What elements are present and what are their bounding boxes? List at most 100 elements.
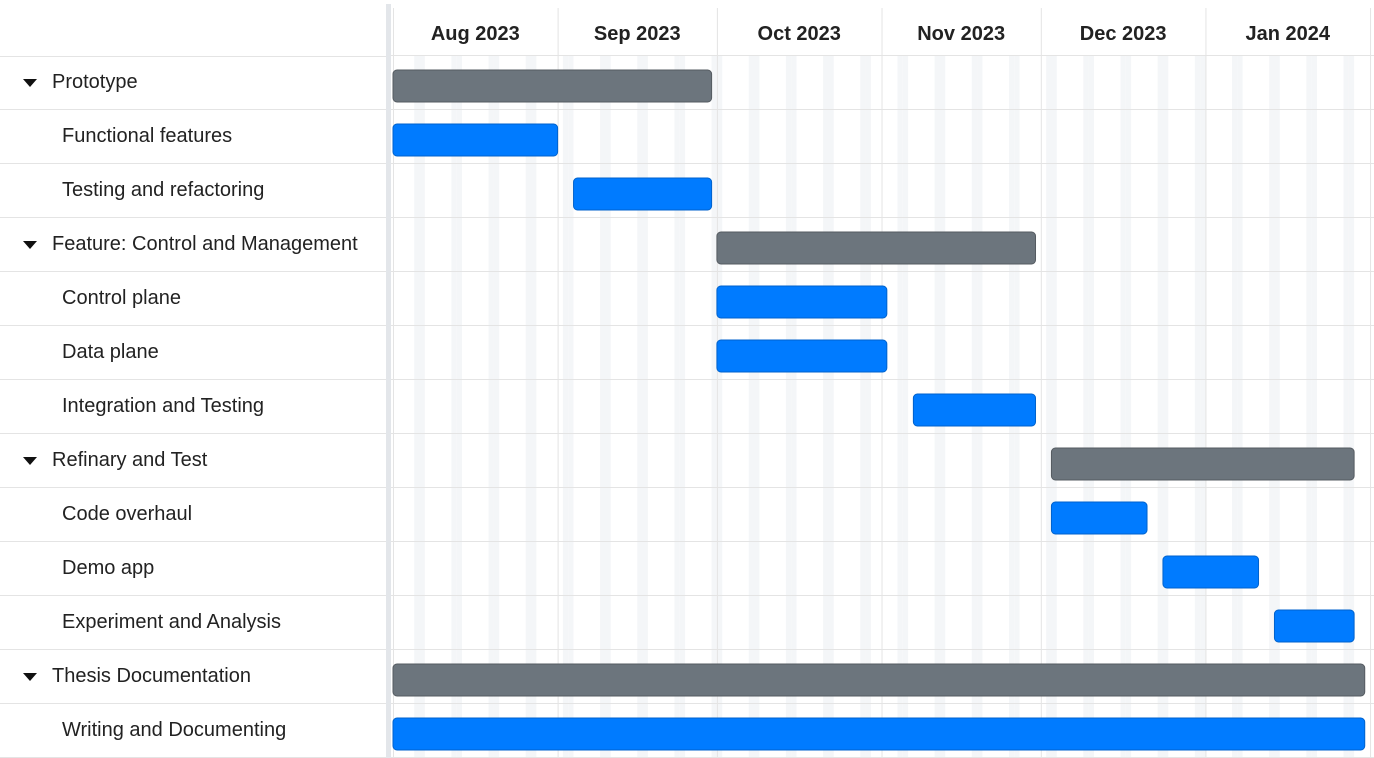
task-group-row[interactable]: Feature: Control and Management [0,218,386,272]
task-bar[interactable] [1050,501,1148,535]
group-bar[interactable] [392,69,713,103]
task-name: Demo app [62,557,155,579]
task-name: Data plane [62,341,159,363]
weekend-band [456,56,463,758]
group-bar[interactable] [716,231,1037,265]
weekend-band [785,56,792,758]
task-bar[interactable] [392,717,1366,751]
task-group-row[interactable]: Thesis Documentation [0,650,386,704]
weekend-band [1083,56,1089,758]
panel-splitter[interactable] [386,4,391,758]
task-bar[interactable] [716,285,888,319]
task-row[interactable]: Code overhaul [0,488,386,542]
task-name: Prototype [52,71,138,93]
group-bar[interactable] [392,663,1366,697]
weekend-band [1306,56,1312,758]
weekend-band [1051,56,1057,758]
caret-down-icon[interactable] [23,456,37,465]
timeline-svg: Aug 2023 Sep 2023 Oct 2023 Nov 2023 Dec 2023… [391,8,1374,758]
task-bar[interactable] [392,123,559,157]
weekend-band [1231,56,1238,758]
weekend-band [902,56,909,758]
task-name: Feature: Control and Management [52,233,358,255]
task-row[interactable]: Data plane [0,326,386,380]
task-row[interactable]: Experiment and Analysis [0,596,386,650]
task-name: Experiment and Analysis [62,611,282,633]
weekend-band [562,56,569,758]
task-group-row[interactable]: Refinary and Test [0,434,386,488]
month-label: Sep 2023 [594,23,681,45]
caret-down-icon[interactable] [23,240,37,249]
weekend-band [451,56,457,758]
task-name: Code overhaul [62,503,193,525]
weekend-band [897,56,903,758]
task-name: Integration and Testing [62,395,265,417]
task-bar[interactable] [1162,555,1260,589]
task-bar[interactable] [573,177,713,211]
task-name: Writing and Documenting [62,719,287,741]
weekend-band [1088,56,1094,758]
task-bar[interactable] [716,339,888,373]
weekend-band [1046,56,1052,758]
weekend-band [748,56,755,758]
weekend-band [605,56,611,758]
weekend-band [828,56,834,758]
task-bar[interactable] [1273,609,1355,643]
task-row[interactable]: Integration and Testing [0,380,386,434]
task-name: Control plane [62,287,181,309]
weekend-band [531,56,537,758]
weekend-band [600,56,606,758]
weekend-band [860,56,866,758]
weekend-band [1120,56,1126,758]
month-label: Nov 2023 [917,23,1005,45]
weekend-band [642,56,648,758]
task-row[interactable]: Demo app [0,542,386,596]
task-row[interactable]: Control plane [0,272,386,326]
timeline-panel: Aug 2023 Sep 2023 Oct 2023 Nov 2023 Dec 2023… [391,0,1374,758]
weekend-band [679,56,686,758]
weekend-band [1237,56,1243,758]
weekend-band [1311,56,1317,758]
weekend-band [1200,56,1206,758]
weekend-band [674,56,680,758]
task-row[interactable]: Functional features [0,110,386,164]
month-label: Jan 2024 [1245,23,1330,45]
weekend-band [791,56,797,758]
task-row[interactable]: Testing and refactoring [0,164,386,218]
weekend-band [711,56,717,758]
group-bar[interactable] [1050,447,1355,481]
weekend-band [716,56,723,758]
weekend-band [525,56,532,758]
weekend-band [1125,56,1132,758]
weekend-band [865,56,871,758]
weekend-band [493,56,500,758]
task-list-panel: Prototype Functional features Testing and … [0,0,386,758]
caret-down-icon[interactable] [23,672,37,681]
weekend-band [1274,56,1280,758]
weekend-band [488,56,494,758]
weekend-band [823,56,829,758]
task-group-row[interactable]: Prototype [0,56,386,110]
task-name: Functional features [62,125,233,147]
weekend-band [1269,56,1275,758]
caret-down-icon[interactable] [23,78,37,87]
weekend-band [1162,56,1169,758]
weekend-band [419,56,425,758]
task-row[interactable]: Writing and Documenting [0,704,386,758]
task-name: Refinary and Test [52,449,208,471]
month-label: Oct 2023 [758,23,841,45]
task-list-header [0,0,386,57]
task-name: Testing and refactoring [62,179,265,201]
weekend-band [1194,56,1201,758]
month-label: Dec 2023 [1080,23,1167,45]
weekend-band [1343,56,1349,758]
weekend-band [754,56,760,758]
weekend-band [1157,56,1163,758]
weekend-band [414,56,420,758]
task-bar[interactable] [912,393,1037,427]
task-name: Thesis Documentation [52,665,251,687]
weekend-band [1348,56,1355,758]
weekend-band [637,56,643,758]
month-label: Aug 2023 [431,23,520,45]
